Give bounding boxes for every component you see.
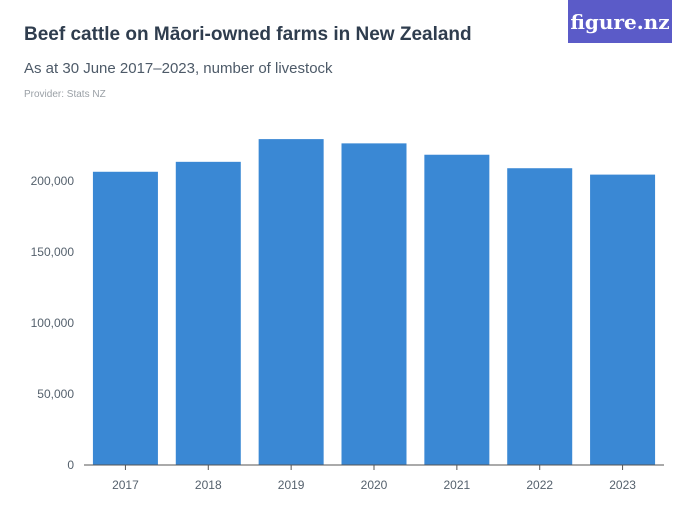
provider-note: Provider: Stats NZ bbox=[24, 89, 106, 100]
y-tick-label: 150,000 bbox=[31, 245, 75, 259]
x-tick-label: 2021 bbox=[444, 478, 471, 492]
bar-2018[interactable] bbox=[175, 161, 241, 465]
bar-2020[interactable] bbox=[341, 143, 407, 465]
y-tick-label: 200,000 bbox=[31, 174, 75, 188]
x-tick-label: 2019 bbox=[278, 478, 305, 492]
bar-2019[interactable] bbox=[258, 139, 324, 466]
y-tick-label: 100,000 bbox=[31, 316, 75, 330]
x-tick-label: 2022 bbox=[526, 478, 553, 492]
x-tick-label: 2018 bbox=[195, 478, 222, 492]
bar-2021[interactable] bbox=[424, 154, 490, 466]
y-tick-label: 50,000 bbox=[37, 387, 74, 401]
chart-title: Beef cattle on Māori-owned farms in New … bbox=[24, 24, 472, 45]
x-tick-label: 2023 bbox=[609, 478, 636, 492]
y-tick-label: 0 bbox=[67, 458, 74, 472]
figure-nz-logo[interactable]: figure.nz bbox=[568, 0, 672, 43]
x-tick-label: 2017 bbox=[112, 478, 139, 492]
bar-2017[interactable] bbox=[92, 171, 158, 465]
x-tick-label: 2020 bbox=[361, 478, 388, 492]
bar-2023[interactable] bbox=[590, 174, 656, 466]
chart-subtitle: As at 30 June 2017–2023, number of lives… bbox=[24, 60, 333, 77]
bar-2022[interactable] bbox=[507, 168, 573, 465]
